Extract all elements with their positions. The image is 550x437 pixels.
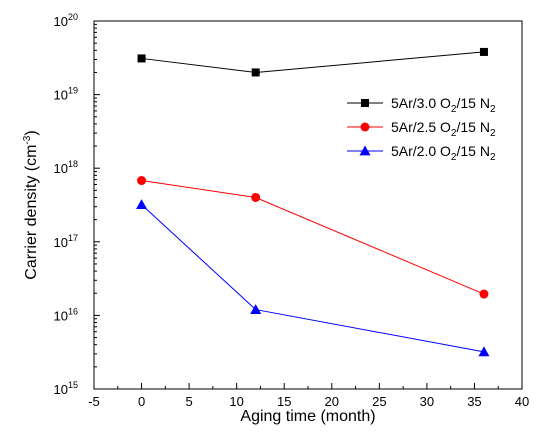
y-tick-base: 10 xyxy=(54,382,68,397)
data-point-circle xyxy=(479,289,489,299)
y-tick-base: 10 xyxy=(54,14,68,29)
x-tick-labels: -5 0 5 10 15 20 25 30 35 40 xyxy=(88,394,529,409)
y-tick-label: 1016 xyxy=(54,306,78,323)
legend-label-part: 5Ar/3.0 O xyxy=(391,95,451,111)
legend-marker-circle xyxy=(360,122,370,132)
legend-label-part: /15 N xyxy=(456,119,489,135)
x-tick-label: 35 xyxy=(467,394,481,409)
series-line-1 xyxy=(141,51,485,73)
y-tick-base: 10 xyxy=(54,308,68,323)
legend-marker-triangle xyxy=(359,145,371,156)
data-point-triangle xyxy=(478,346,490,357)
y-axis-title-tail: ) xyxy=(23,130,40,135)
data-point-square xyxy=(479,47,488,56)
y-tick-base: 10 xyxy=(54,235,68,250)
legend-label-part: /15 N xyxy=(456,143,489,159)
data-point-circle xyxy=(251,192,261,202)
y-tick-label: 1015 xyxy=(54,380,78,397)
y-tick-label: 1017 xyxy=(54,233,78,250)
data-point-square xyxy=(251,68,260,77)
data-point-triangle xyxy=(136,199,148,210)
data-point-triangle xyxy=(250,304,262,314)
legend-label: 5Ar/3.0 O2/15 N2 xyxy=(391,95,496,115)
y-axis-title-superscript: -3 xyxy=(22,135,33,144)
legend-label-subscript: 2 xyxy=(451,152,457,163)
legend-label: 5Ar/2.0 O2/15 N2 xyxy=(391,143,496,163)
plot-frame xyxy=(93,20,523,390)
x-tick-label: 30 xyxy=(420,394,434,409)
y-axis-title-main: Carrier density (cm xyxy=(23,145,40,280)
series-line-3 xyxy=(141,204,485,353)
data-point-circle xyxy=(137,176,147,186)
legend-label-subscript: 2 xyxy=(490,104,496,115)
y-tick-label: 1019 xyxy=(54,86,78,103)
legend-label-subscript: 2 xyxy=(451,104,457,115)
legend-label-part: 5Ar/2.0 O xyxy=(391,143,451,159)
y-tick-exponent: 15 xyxy=(68,380,78,390)
axis-ticks xyxy=(93,20,523,390)
y-tick-exponent: 19 xyxy=(68,86,78,96)
legend-label-subscript: 2 xyxy=(490,152,496,163)
y-axis-title: Carrier density (cm-3) xyxy=(22,130,40,279)
x-tick-label: 15 xyxy=(277,394,291,409)
data-point-square xyxy=(137,54,146,63)
y-tick-label: 1020 xyxy=(54,12,78,29)
x-tick-label: 5 xyxy=(185,394,192,409)
legend-label: 5Ar/2.5 O2/15 N2 xyxy=(391,119,496,139)
legend-marker-square xyxy=(361,99,369,107)
x-tick-label: 10 xyxy=(229,394,243,409)
series-line-2 xyxy=(141,180,485,295)
legend-label-subscript: 2 xyxy=(490,128,496,139)
x-tick-label: 20 xyxy=(325,394,339,409)
x-axis-title: Aging time (month) xyxy=(240,408,375,425)
x-tick-label: 0 xyxy=(138,394,145,409)
x-tick-label: 40 xyxy=(515,394,529,409)
y-tick-exponent: 17 xyxy=(68,233,78,243)
x-tick-label: 25 xyxy=(372,394,386,409)
legend-label-part: /15 N xyxy=(456,95,489,111)
y-tick-label: 1018 xyxy=(54,159,78,176)
y-tick-base: 10 xyxy=(54,161,68,176)
series-markers xyxy=(136,47,490,357)
y-tick-exponent: 18 xyxy=(68,159,78,169)
x-tick-label: -5 xyxy=(88,394,100,409)
y-tick-base: 10 xyxy=(54,88,68,103)
y-tick-exponent: 20 xyxy=(68,12,78,22)
y-tick-exponent: 16 xyxy=(68,306,78,316)
legend-label-subscript: 2 xyxy=(451,128,457,139)
legend-label-part: 5Ar/2.5 O xyxy=(391,119,451,135)
